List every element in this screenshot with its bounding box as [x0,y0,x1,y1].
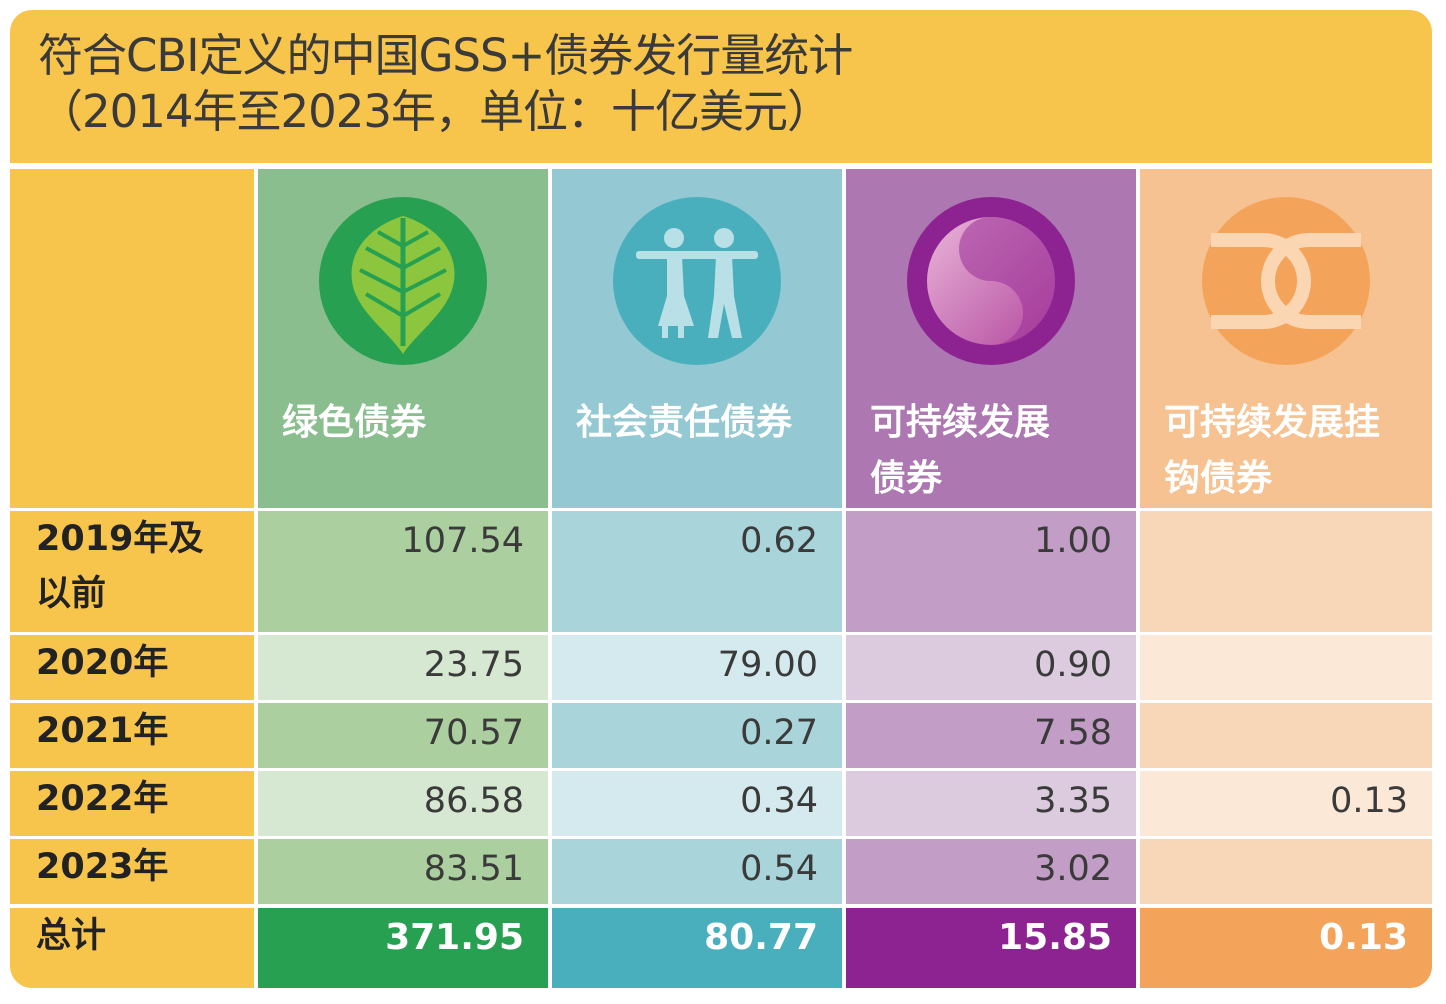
cell-green-2023: 83.51 [258,839,548,904]
cell-sustainability-2019: 1.00 [846,511,1136,632]
cell-linked-2021 [1140,703,1432,768]
cell-social-2023: 0.54 [552,839,842,904]
cell-sustainability-2020: 0.90 [846,635,1136,700]
row-label-total: 总计 [36,916,107,956]
grid-line [10,904,1432,908]
row-label-2022: 2022年 [36,779,169,819]
yin-yang-icon [907,197,1075,365]
header-green-bonds: 绿色债券 [258,169,548,514]
cell-sustainability-2021: 7.58 [846,703,1136,768]
header-label-sustainability: 可持续发展 债券 [870,402,1051,499]
interlocking-rings-icon [1202,197,1370,365]
header-sustainability-bonds: 可持续发展 债券 [846,169,1136,514]
cell-social-2020: 79.00 [552,635,842,700]
grid-line [10,508,1432,511]
cell-linked-2022: 0.13 [1140,771,1432,836]
grid-line [10,700,1432,703]
table-title: 符合CBI定义的中国GSS+债券发行量统计 （2014年至2023年，单位：十亿… [38,28,853,140]
title-divider [10,163,1432,169]
cell-green-2021: 70.57 [258,703,548,768]
row-label-2020: 2020年 [36,643,169,683]
row-label-2021: 2021年 [36,711,169,751]
total-green: 371.95 [258,908,548,988]
cell-green-2020: 23.75 [258,635,548,700]
grid-line [1136,169,1140,988]
leaf-icon [319,197,487,365]
grid-line [548,169,552,988]
cell-linked-2023 [1140,839,1432,904]
grid-line [10,836,1432,839]
header-social-bonds: 社会责任债券 [552,169,842,514]
cell-sustainability-2022: 3.35 [846,771,1136,836]
bond-issuance-table: 符合CBI定义的中国GSS+债券发行量统计 （2014年至2023年，单位：十亿… [10,10,1432,988]
cell-social-2021: 0.27 [552,703,842,768]
cell-green-2022: 86.58 [258,771,548,836]
title-line-1: 符合CBI定义的中国GSS+债券发行量统计 [38,29,853,82]
grid-line [10,632,1432,635]
total-linked: 0.13 [1140,908,1432,988]
cell-linked-2020 [1140,635,1432,700]
header-label-green: 绿色债券 [282,402,427,443]
cell-social-2022: 0.34 [552,771,842,836]
grid-line [254,169,258,988]
row-label-2019-and-before: 2019年及 以前 [36,519,204,614]
cell-green-2019: 107.54 [258,511,548,632]
cell-sustainability-2023: 3.02 [846,839,1136,904]
grid-line [842,169,846,988]
title-line-2: （2014年至2023年，单位：十亿美元） [38,85,832,138]
header-sustainability-linked-bonds: 可持续发展挂 钩债券 [1140,169,1432,514]
total-sustainability: 15.85 [846,908,1136,988]
total-social: 80.77 [552,908,842,988]
header-label-sustainability-linked: 可持续发展挂 钩债券 [1164,402,1381,499]
grid-line [10,768,1432,771]
cell-social-2019: 0.62 [552,511,842,632]
cell-linked-2019 [1140,511,1432,632]
people-icon [613,197,781,365]
row-label-2023: 2023年 [36,847,169,887]
header-label-social: 社会责任债券 [576,402,793,443]
